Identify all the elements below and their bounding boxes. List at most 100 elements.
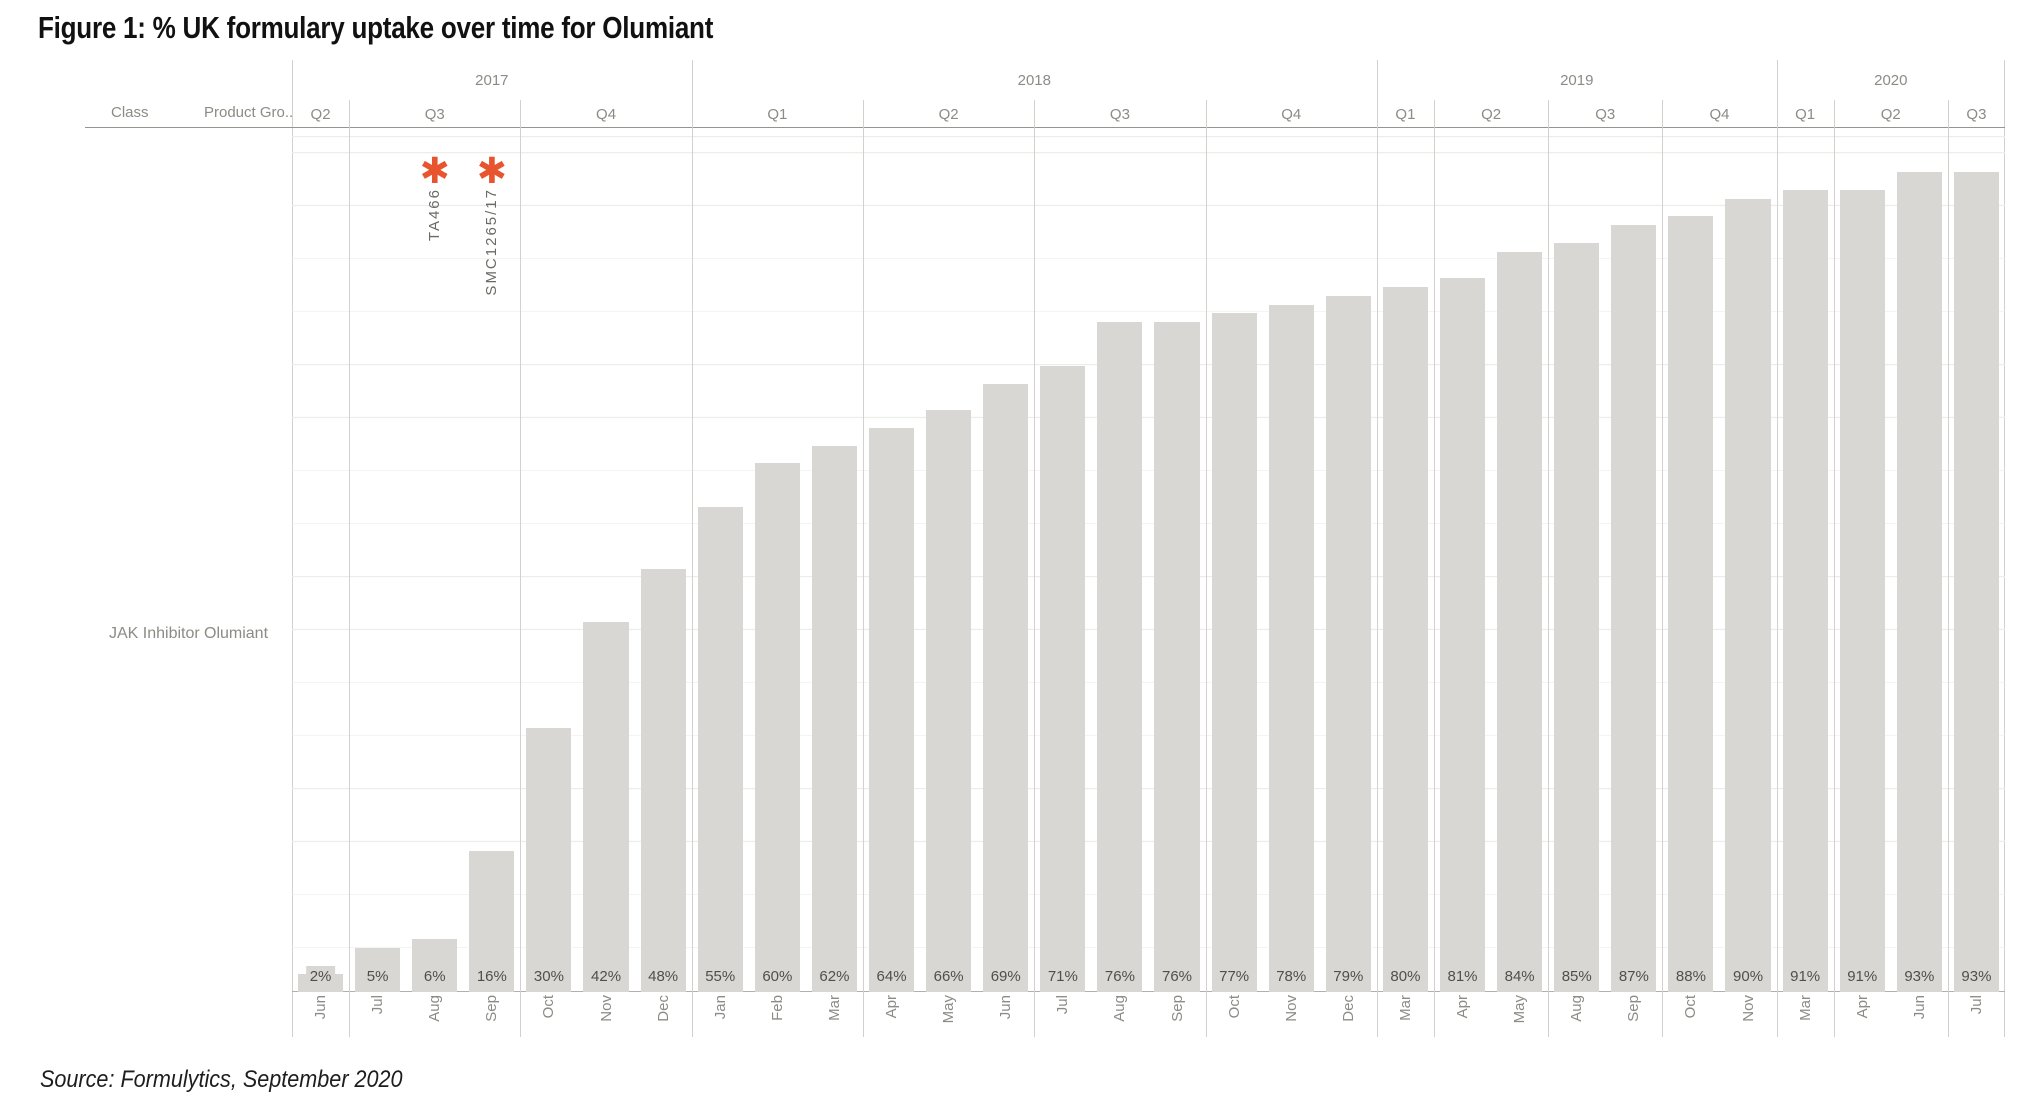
bar-value-label: 91% [1843, 966, 1882, 987]
bar [1611, 225, 1657, 992]
bar [1439, 278, 1486, 992]
quarter-header: Q4 [1206, 100, 1377, 128]
month-label-cell: Apr [1834, 992, 1891, 1037]
bar-value-label: 87% [1614, 966, 1653, 987]
month-label: Nov [1739, 995, 1757, 1022]
plot-area: 2% 5% 6% ✱ TA466 16% ✱ SMC1265/17 30% 42% 48% 55% 60… [292, 128, 2005, 992]
bar-value-label: 80% [1386, 966, 1425, 987]
month-label-cell: Sep [1605, 992, 1662, 1037]
bar-value-label: 76% [1158, 966, 1197, 987]
month-label-cell: Nov [1719, 992, 1776, 1037]
month-label-group: Apr May [1434, 992, 1548, 1037]
bar-column: 2% [292, 128, 349, 992]
quarter-header: Q2 [1434, 100, 1548, 128]
month-label-cell: Apr [1434, 992, 1491, 1037]
bar-value-label: 77% [1215, 966, 1254, 987]
bar [926, 410, 972, 992]
month-label-cell: Dec [635, 992, 692, 1037]
bar-column: 6% ✱ TA466 [406, 128, 463, 992]
bar-column: 55% [692, 128, 749, 992]
month-label: Feb [768, 995, 786, 1021]
quarter-header: Q1 [692, 100, 863, 128]
year-header: 2017 [475, 71, 509, 89]
month-label-cell: Feb [749, 992, 806, 1037]
bar [983, 383, 1029, 992]
month-label-group: Jun [292, 992, 349, 1037]
month-label: Dec [1339, 995, 1357, 1022]
bar [1154, 322, 1200, 992]
bar-value-label: 93% [1957, 966, 1996, 987]
month-label: Nov [597, 995, 615, 1022]
month-label-cell: Mar [1777, 992, 1834, 1037]
month-label-cell: May [1491, 992, 1548, 1037]
bar-column: 85% [1548, 128, 1605, 992]
month-label: Apr [883, 995, 901, 1019]
quarter-header: Q1 [1777, 100, 1834, 128]
quarter-pane: 91% [1777, 128, 1834, 992]
bar-column: 76% [1091, 128, 1148, 992]
quarter-pane: 85% 87% [1548, 128, 1662, 992]
bar-column: 80% [1377, 128, 1434, 992]
bar-value-label: 60% [758, 966, 797, 987]
bar-column: 16% ✱ SMC1265/17 [463, 128, 520, 992]
quarter-header: Q4 [1662, 100, 1776, 128]
bar-column: 79% [1320, 128, 1377, 992]
bar-value-label: 2% [305, 966, 336, 987]
month-label-cell: Aug [406, 992, 463, 1037]
month-label-cell: Sep [463, 992, 520, 1037]
bar-column: 78% [1263, 128, 1320, 992]
year-header: 2018 [692, 60, 1377, 100]
month-label: Mar [1396, 995, 1414, 1021]
bar-column: 60% [749, 128, 806, 992]
plot-wrap: 2017 2018 2019 2020 Q2 Q3 Q4 Q1 Q2 Q3 Q4 Q1 Q2 Q3 Q4 Q… [292, 60, 2005, 1037]
month-label-cell: Jun [292, 992, 349, 1037]
month-label: Jul [369, 995, 387, 1015]
bar [1839, 190, 1885, 992]
bar-column: 64% [863, 128, 920, 992]
bar-column: 81% [1434, 128, 1491, 992]
bar [697, 507, 743, 992]
month-label: Jun [312, 995, 330, 1020]
quarter-pane: 81% 84% [1434, 128, 1548, 992]
month-label: May [940, 995, 958, 1024]
figure-title: Figure 1: % UK formulary uptake over tim… [38, 10, 714, 45]
bar-value-label: 85% [1557, 966, 1596, 987]
quarter-header: Q4 [520, 100, 691, 128]
month-label-cell: Oct [1206, 992, 1263, 1037]
quarter-pane: 2% [292, 128, 349, 992]
month-label: Mar [825, 995, 843, 1021]
row-labels: JAK Inhibitor Olumiant [85, 128, 292, 1037]
month-label: Jun [1910, 995, 1928, 1020]
quarter-pane: 77% 78% 79% [1206, 128, 1377, 992]
bar [1497, 251, 1543, 992]
bar [1040, 366, 1086, 992]
bar-column: 84% [1491, 128, 1548, 992]
month-label-group: Jul [1948, 992, 2005, 1037]
bar-column: 30% [520, 128, 577, 992]
month-label-cell: Nov [577, 992, 634, 1037]
quarter-pane: 5% 6% ✱ TA466 16% ✱ SMC1265/17 [349, 128, 520, 992]
bar [1097, 322, 1143, 992]
bar [1268, 304, 1314, 992]
month-label-cell: Mar [806, 992, 863, 1037]
bar-value-label: 6% [419, 966, 450, 987]
asterisk-icon: ✱ [419, 150, 450, 191]
month-label-group: Jul Aug Sep [1034, 992, 1205, 1037]
bar-column: 91% [1777, 128, 1834, 992]
gridlines [292, 128, 2005, 992]
class-column-header: Class [111, 104, 149, 121]
bar [1725, 198, 1771, 992]
annotation: ✱ TA466 [419, 150, 450, 241]
bar-column: 62% [806, 128, 863, 992]
quarter-header: Q2 [310, 105, 331, 123]
month-label: Apr [1454, 995, 1472, 1019]
bar [1382, 286, 1428, 992]
asterisk-icon: ✱ [476, 150, 507, 191]
month-label-cell: Nov [1263, 992, 1320, 1037]
bar-value-label: 5% [362, 966, 393, 987]
month-label: Sep [483, 995, 501, 1022]
month-label: Jun [997, 995, 1015, 1020]
bar-column: 88% [1662, 128, 1719, 992]
annotation: ✱ SMC1265/17 [476, 150, 507, 295]
